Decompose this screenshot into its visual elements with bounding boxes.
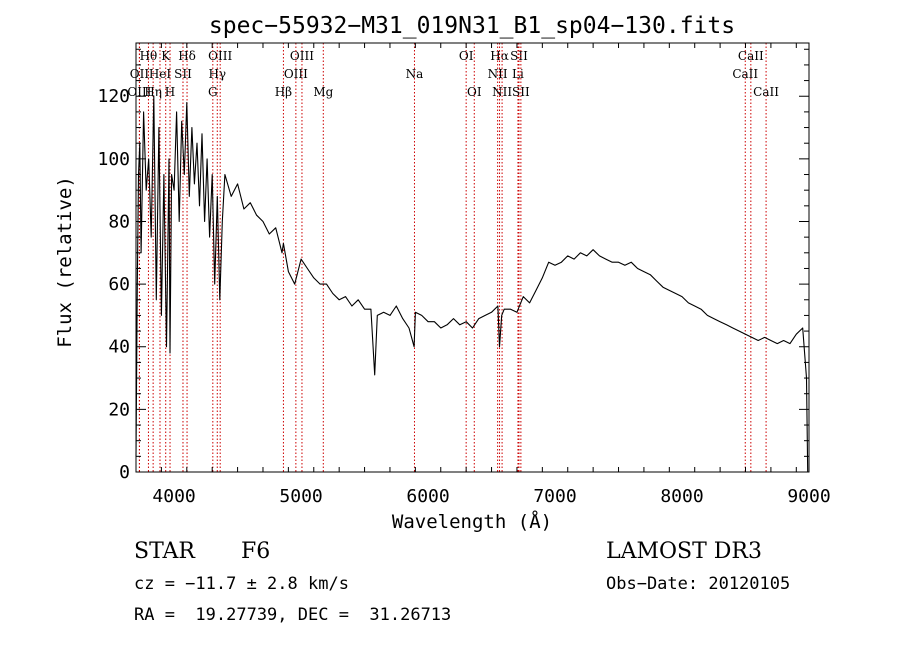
marker-label: Hα bbox=[490, 49, 509, 63]
y-tick-label: 0 bbox=[119, 462, 130, 483]
x-tick-label: 9000 bbox=[787, 486, 830, 507]
marker-label: Hη bbox=[144, 85, 162, 99]
observation-date: Obs−Date: 20120105 bbox=[606, 574, 790, 594]
coordinates: RA = 19.27739, DEC = 31.26713 bbox=[134, 605, 451, 625]
y-tick-label: 80 bbox=[108, 211, 130, 232]
marker-label: SII bbox=[174, 67, 192, 81]
y-axis-label: Flux (relative) bbox=[54, 176, 76, 348]
marker-label: SII bbox=[510, 49, 528, 63]
x-axis-label: Wavelength (Å) bbox=[392, 510, 552, 533]
marker-label: G bbox=[208, 85, 218, 99]
spectrum-line bbox=[135, 95, 809, 473]
marker-label: HeI bbox=[149, 67, 172, 81]
marker-label: CaII bbox=[753, 85, 779, 99]
marker-label: Na bbox=[406, 67, 424, 81]
y-tick-label: 20 bbox=[108, 399, 130, 420]
marker-label: OIII bbox=[208, 49, 232, 63]
chart-title: spec−55932−M31_019N31_B1_sp04−130.fits bbox=[209, 13, 735, 39]
marker-label: Mg bbox=[313, 85, 333, 99]
marker-label: H bbox=[165, 85, 175, 99]
x-tick-label: 8000 bbox=[660, 486, 703, 507]
marker-label: Hθ bbox=[140, 49, 158, 63]
marker-label: OI bbox=[459, 49, 474, 63]
marker-label: SII bbox=[512, 85, 530, 99]
survey-name: LAMOST DR3 bbox=[606, 539, 762, 564]
x-tick-label: 5000 bbox=[279, 486, 322, 507]
marker-label: Hγ bbox=[208, 67, 226, 81]
marker-label: OII bbox=[130, 67, 150, 81]
marker-label: Hδ bbox=[178, 49, 196, 63]
spectral-subclass: F6 bbox=[241, 539, 270, 564]
x-axis: 4000 5000 6000 7000 8000 9000 bbox=[152, 43, 831, 507]
y-tick-label: 100 bbox=[97, 149, 130, 170]
x-tick-label: 4000 bbox=[152, 486, 195, 507]
marker-label: NII bbox=[492, 85, 512, 99]
marker-label: OIII bbox=[127, 85, 151, 99]
y-tick-label: 40 bbox=[108, 337, 130, 358]
marker-label: Li bbox=[512, 67, 524, 81]
marker-label: OI bbox=[467, 85, 482, 99]
object-class: STAR bbox=[134, 539, 196, 564]
y-tick-label: 120 bbox=[97, 86, 130, 107]
marker-label: CaII bbox=[732, 67, 758, 81]
plot-frame bbox=[135, 42, 810, 473]
x-tick-label: 6000 bbox=[406, 486, 449, 507]
y-tick-label: 60 bbox=[108, 274, 130, 295]
marker-label: OIII bbox=[290, 49, 314, 63]
marker-label: CaII bbox=[738, 49, 764, 63]
emission-line-markers: Hθ OII OIII K HeI Hη SII H Hδ OIII Hγ G Hβ OIII OIII Mg… bbox=[127, 43, 779, 472]
marker-label: OIII bbox=[284, 67, 308, 81]
marker-label: NII bbox=[488, 67, 508, 81]
marker-label: Hβ bbox=[275, 85, 292, 99]
y-axis: 0 20 40 60 80 100 120 bbox=[97, 48, 809, 483]
redshift-velocity: cz = −11.7 ± 2.8 km/s bbox=[134, 574, 349, 594]
marker-label: K bbox=[161, 49, 171, 63]
x-tick-label: 7000 bbox=[533, 486, 576, 507]
